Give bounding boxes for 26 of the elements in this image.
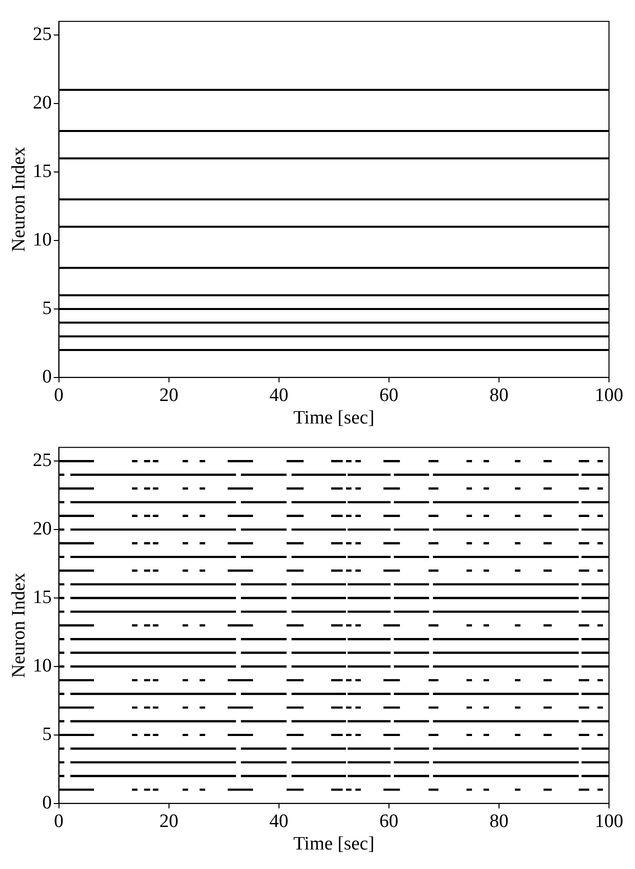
y-tick-label: 20 [32,518,52,540]
x-tick-label: 80 [489,384,508,406]
x-tick-label: 60 [379,384,398,406]
x-tick-label: 20 [159,810,178,832]
x-tick-label: 100 [594,384,624,406]
y-axis-title: Neuron Index [8,146,30,252]
y-tick-label: 0 [42,366,52,388]
y-tick-label: 25 [32,450,52,472]
y-tick-label: 15 [32,161,52,182]
y-tick-label: 15 [32,587,52,608]
y-axis-title: Neuron Index [8,572,30,678]
x-tick-label: 80 [489,810,508,832]
x-tick-label: 60 [379,810,398,832]
x-tick-label: 40 [269,384,288,406]
x-axis-title: Time [sec] [293,834,374,855]
y-tick-label: 5 [42,724,52,745]
y-tick-label: 0 [42,792,52,814]
x-tick-label: 20 [159,384,178,406]
y-tick-label: 5 [42,298,52,319]
y-tick-label: 10 [32,229,52,250]
x-tick-label: 100 [594,810,624,832]
x-axis-title: Time [sec] [293,408,374,429]
y-tick-label: 20 [32,92,52,114]
y-tick-label: 10 [32,655,52,676]
y-tick-label: 25 [32,24,52,46]
x-tick-label: 40 [269,810,288,832]
